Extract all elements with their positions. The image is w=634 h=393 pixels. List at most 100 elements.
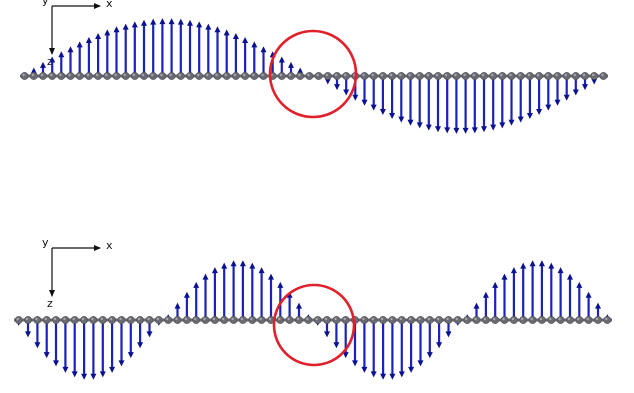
node-sphere-shine [372, 318, 374, 320]
force-arrow-head [548, 263, 554, 269]
force-arrow-head [251, 41, 257, 47]
node-sphere [517, 72, 524, 79]
node-sphere [408, 316, 415, 323]
node-sphere-shine [558, 318, 560, 320]
node-sphere-shine [54, 318, 56, 320]
node-sphere-shine [484, 318, 486, 320]
node-sphere-shine [78, 74, 80, 76]
node-sphere-shine [278, 318, 280, 320]
node-sphere-shine [151, 74, 153, 76]
force-arrow-head [481, 126, 487, 132]
force-arrow-head [418, 360, 424, 366]
force-arrow-head [408, 367, 414, 373]
node-sphere-shine [160, 74, 162, 76]
beam-nodes-top [20, 72, 608, 79]
node-sphere-shine [215, 74, 217, 76]
node-sphere-shine [409, 318, 411, 320]
force-arrow-head [109, 367, 115, 373]
force-arrow-head [509, 120, 515, 126]
node-sphere [71, 316, 78, 323]
node-sphere [548, 316, 555, 323]
node-sphere [183, 316, 190, 323]
node-sphere [127, 316, 134, 323]
node-sphere-shine [68, 74, 70, 76]
node-sphere [333, 316, 340, 323]
node-sphere-shine [583, 74, 585, 76]
node-sphere-shine [418, 74, 420, 76]
node-sphere [177, 72, 184, 79]
node-sphere-shine [73, 318, 75, 320]
force-arrow-head [389, 374, 395, 380]
node-sphere [454, 316, 461, 323]
node-sphere [416, 72, 423, 79]
node-sphere [520, 316, 527, 323]
force-arrow-head [233, 33, 239, 39]
force-arrow-head [242, 37, 248, 43]
force-arrow-head [114, 26, 120, 32]
node-sphere-shine [549, 318, 551, 320]
node-sphere [232, 72, 239, 79]
force-arrow-head [483, 292, 489, 298]
node-sphere-shine [400, 318, 402, 320]
force-arrow-head [453, 128, 459, 134]
node-sphere [131, 72, 138, 79]
node-sphere-shine [362, 318, 364, 320]
node-sphere [324, 72, 331, 79]
node-sphere [113, 72, 120, 79]
node-sphere [223, 72, 230, 79]
force-arrow-head [296, 303, 302, 309]
force-arrow-head [567, 274, 573, 280]
force-arrow-head [595, 303, 601, 309]
node-sphere-shine [119, 318, 121, 320]
node-sphere-shine [502, 318, 504, 320]
node-sphere [343, 72, 350, 79]
node-sphere [15, 316, 22, 323]
force-arrow-head [408, 120, 414, 126]
force-arrow-head [536, 109, 542, 115]
node-sphere-shine [399, 74, 401, 76]
force-arrow-head [72, 371, 78, 377]
node-sphere-shine [157, 318, 159, 320]
node-sphere-shine [482, 74, 484, 76]
node-sphere [168, 72, 175, 79]
node-sphere [370, 316, 377, 323]
node-sphere-shine [124, 74, 126, 76]
node-sphere-shine [344, 318, 346, 320]
force-arrow-head [371, 105, 377, 111]
node-sphere [380, 316, 387, 323]
node-sphere-shine [528, 74, 530, 76]
axis-triad-bottom: x y z [42, 236, 113, 310]
node-sphere [150, 72, 157, 79]
node-sphere [90, 316, 97, 323]
node-sphere [249, 316, 256, 323]
node-sphere-shine [565, 74, 567, 76]
node-sphere [122, 72, 129, 79]
force-arrow-head [150, 19, 156, 25]
node-sphere [453, 72, 460, 79]
node-sphere-shine [437, 318, 439, 320]
node-sphere [490, 72, 497, 79]
node-sphere-shine [175, 318, 177, 320]
node-sphere-shine [325, 318, 327, 320]
node-sphere [277, 316, 284, 323]
node-sphere [62, 316, 69, 323]
force-arrow-head [231, 260, 237, 266]
node-sphere [585, 316, 592, 323]
node-sphere [529, 316, 536, 323]
node-sphere [594, 316, 601, 323]
node-sphere [297, 72, 304, 79]
force-arrow-head [221, 263, 227, 269]
node-sphere-shine [465, 318, 467, 320]
force-arrow-head [352, 360, 358, 366]
node-sphere-shine [82, 318, 84, 320]
force-arrow-head [446, 331, 452, 337]
node-sphere-shine [473, 74, 475, 76]
force-arrow-head [147, 331, 153, 337]
node-sphere [407, 72, 414, 79]
force-arrow-head [128, 352, 134, 358]
node-sphere [464, 316, 471, 323]
node-sphere [95, 72, 102, 79]
node-sphere-shine [586, 318, 588, 320]
force-arrow-head [203, 274, 209, 280]
node-sphere [563, 72, 570, 79]
